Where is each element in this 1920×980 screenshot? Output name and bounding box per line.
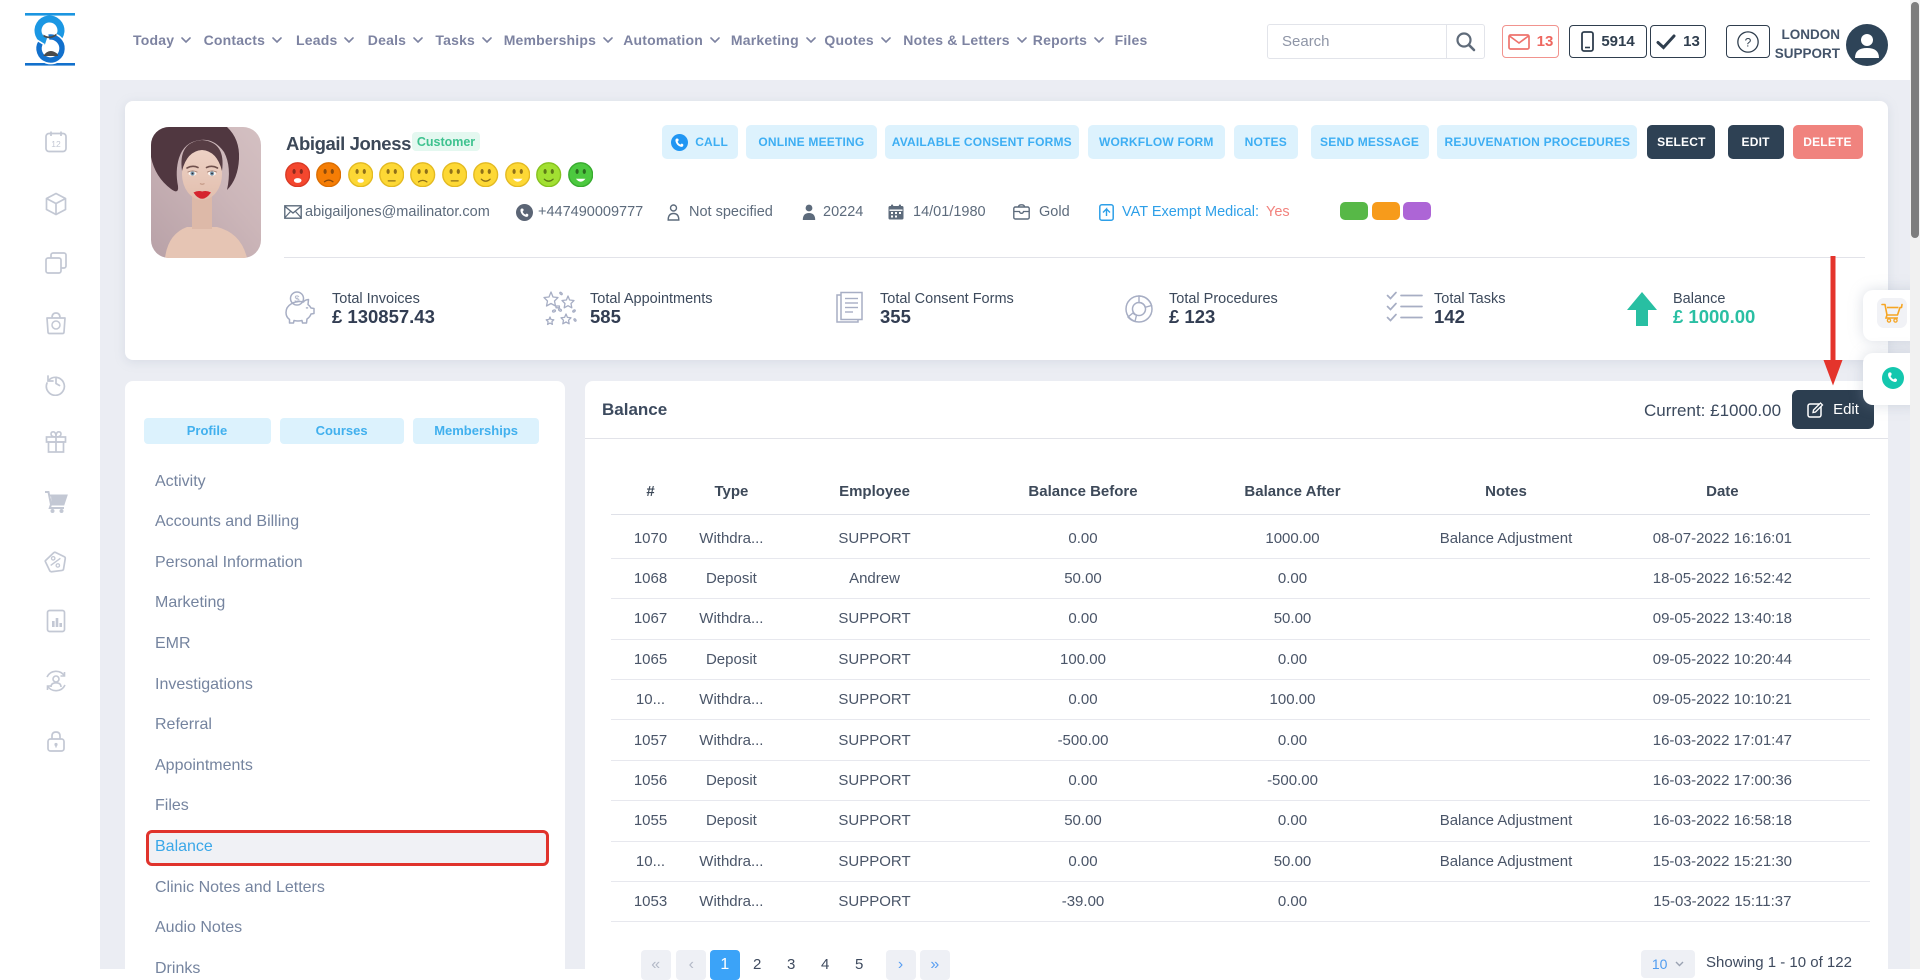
svg-text:12: 12 xyxy=(51,139,61,149)
svg-text:$: $ xyxy=(294,294,299,304)
svg-text:?: ? xyxy=(1745,35,1752,49)
